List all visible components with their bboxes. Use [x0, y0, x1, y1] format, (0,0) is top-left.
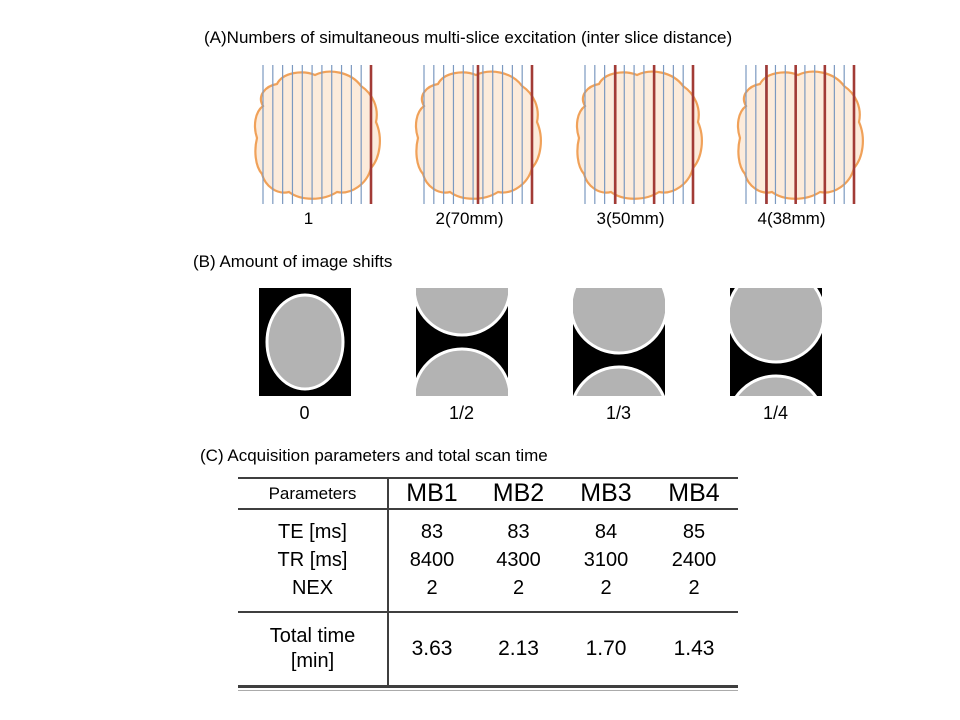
row-label-tr: TR [ms]	[238, 546, 389, 574]
total-time-label-line1: Total time	[269, 625, 356, 647]
slice-diagram	[575, 65, 703, 204]
table-row: TE [ms] 83 83 84 85	[238, 509, 738, 546]
shift-fraction-label: 0	[299, 403, 310, 423]
shift-fraction-label: 1/2	[448, 403, 475, 423]
panel-a-title: (A)Numbers of simultaneous multi-slice e…	[204, 28, 733, 47]
panel-b-diagrams: 0 1/2 1/3 1/4	[226, 288, 854, 424]
slice-diagram-item: 1	[228, 62, 389, 229]
total-time-label-line2: [min]	[290, 650, 335, 672]
table-header-parameters: Parameters	[238, 478, 389, 509]
slice-diagram-item: 3(50mm)	[550, 62, 711, 229]
table-cell: 2400	[671, 549, 717, 571]
table-cell: 3100	[583, 549, 629, 571]
image-shift-item: 1/3	[540, 288, 697, 424]
slice-count-label: 1	[303, 209, 314, 228]
image-shift-diagram	[729, 288, 822, 396]
table-cell: 85	[682, 521, 706, 543]
table-header-row: Parameters MB1 MB2 MB3 MB4	[238, 478, 738, 509]
row-label-te: TE [ms]	[238, 509, 389, 546]
table-cell: 2	[600, 577, 612, 599]
table-cell: 2.13	[498, 637, 539, 660]
acquisition-table-wrap: Parameters MB1 MB2 MB3 MB4 TE [ms] 83 83…	[238, 477, 738, 691]
total-time-label: Total time [min]	[238, 612, 389, 687]
panel-b-title: (B) Amount of image shifts	[193, 252, 393, 271]
table-row: NEX 2 2 2 2	[238, 574, 738, 612]
slice-count-label: 2(70mm)	[435, 209, 504, 228]
table-cell: 1.43	[673, 637, 715, 660]
table-cell: 2	[426, 577, 438, 599]
table-bottom-line	[238, 690, 738, 691]
slice-diagram	[253, 65, 381, 204]
table-cell: 3.63	[411, 637, 453, 660]
slice-diagram	[736, 65, 864, 204]
shift-fraction-label: 1/4	[762, 403, 789, 423]
image-shift-item: 0	[226, 288, 383, 424]
panel-a-diagrams: 1 2(70mm) 3(50mm) 4(38mm)	[228, 62, 872, 229]
acquisition-table: Parameters MB1 MB2 MB3 MB4 TE [ms] 83 83…	[238, 477, 738, 688]
table-total-row: Total time [min] 3.63 2.13 1.70 1.43	[238, 612, 738, 687]
image-shift-diagram	[258, 288, 351, 396]
shift-fraction-label: 1/3	[605, 403, 632, 423]
table-row: TR [ms] 8400 4300 3100 2400	[238, 546, 738, 574]
slice-count-label: 3(50mm)	[596, 209, 665, 228]
slice-count-label: 4(38mm)	[757, 209, 826, 228]
table-header-mb4: MB4	[668, 479, 720, 507]
image-shift-item: 1/2	[383, 288, 540, 424]
slice-diagram-item: 2(70mm)	[389, 62, 550, 229]
table-cell: 2	[688, 577, 700, 599]
table-header-mb3: MB3	[580, 479, 632, 507]
slice-diagram	[414, 65, 542, 204]
table-cell: 83	[420, 521, 444, 543]
table-cell: 83	[507, 521, 530, 543]
table-header-mb1: MB1	[406, 479, 458, 507]
image-shift-diagram	[415, 288, 508, 396]
panel-c-title: (C) Acquisition parameters and total sca…	[200, 446, 548, 465]
table-cell: 1.70	[585, 637, 627, 660]
table-header-mb2: MB2	[492, 479, 545, 507]
table-cell: 2	[512, 577, 525, 599]
table-cell: 84	[594, 521, 618, 543]
table-cell: 8400	[409, 549, 455, 571]
row-label-nex: NEX	[238, 574, 389, 612]
image-shift-diagram	[572, 288, 665, 396]
image-shift-item: 1/4	[697, 288, 854, 424]
slice-diagram-item: 4(38mm)	[711, 62, 872, 229]
table-cell: 4300	[496, 549, 541, 571]
